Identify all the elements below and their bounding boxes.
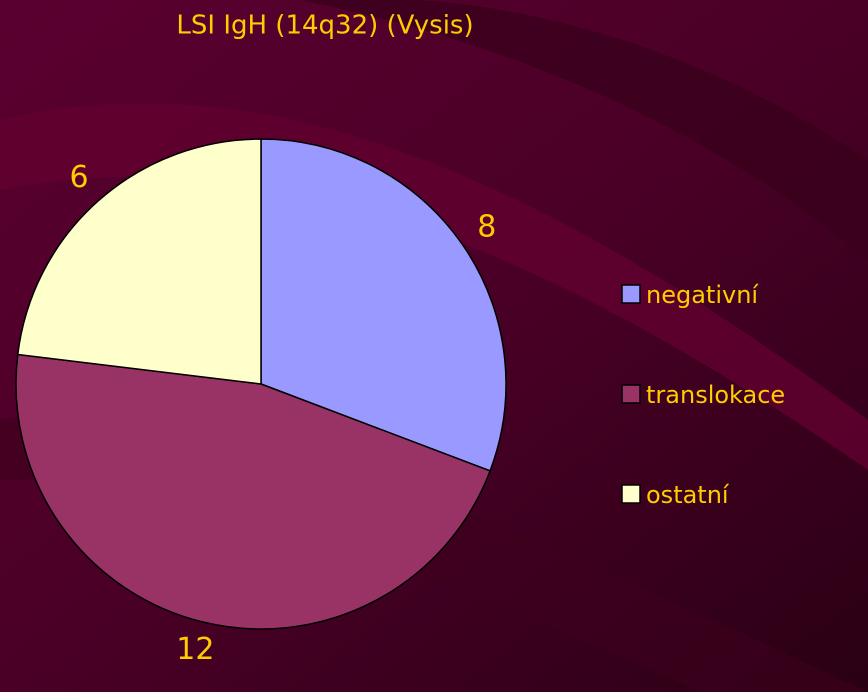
legend-label: ostatní <box>646 481 730 509</box>
legend-swatch <box>621 484 641 504</box>
legend-swatch <box>621 284 641 304</box>
data-label: 6 <box>69 160 88 195</box>
swoosh <box>300 0 868 260</box>
data-label: 8 <box>477 210 496 245</box>
pie-slice <box>16 138 262 385</box>
data-label: 12 <box>176 632 214 667</box>
legend-label: negativní <box>646 281 759 309</box>
legend-label: translokace <box>646 381 785 409</box>
chart-title: LSI IgH (14q32) (Vysis) <box>176 11 473 41</box>
pie-slice <box>260 138 507 472</box>
pie-slice <box>15 353 492 630</box>
swoosh <box>0 103 868 470</box>
legend-swatch <box>621 384 641 404</box>
